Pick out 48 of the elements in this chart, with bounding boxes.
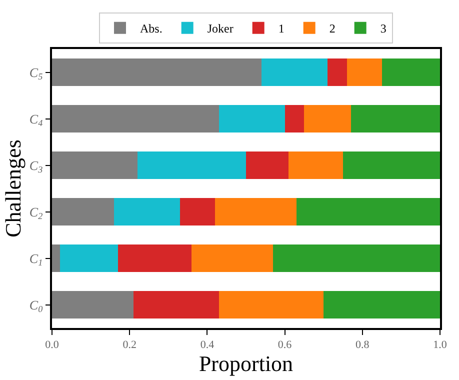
y-tick-label: C$_{4}$ — [29, 111, 44, 128]
bar — [192, 244, 274, 272]
legend-label: Joker — [207, 22, 234, 36]
bar — [60, 244, 118, 272]
bar — [218, 104, 285, 133]
bar — [52, 290, 134, 319]
bar — [246, 151, 289, 180]
y-tick-label: C$_{3}$ — [29, 158, 44, 175]
bar — [324, 290, 440, 319]
y-tick-label: C$_{0}$ — [29, 297, 44, 314]
bar — [346, 58, 382, 86]
bar — [114, 198, 180, 226]
bar — [382, 58, 440, 86]
bar — [288, 151, 343, 180]
text: 1.0 — [433, 338, 447, 351]
x-axis-title: Proportion — [198, 350, 294, 376]
x-tick-label: 0.4 — [200, 338, 215, 351]
legend-label: 1 — [278, 22, 284, 36]
x-tick-label: 0.8 — [356, 338, 370, 351]
y-axis-title: Challenges — [0, 140, 26, 238]
y-tick-label: C$_{5}$ — [29, 64, 44, 82]
bar — [214, 198, 296, 226]
x-tick-label: 0.6 — [278, 338, 292, 351]
bar — [284, 104, 304, 133]
legend-label: 3 — [380, 22, 386, 36]
bar — [118, 244, 192, 272]
y-tick-label: C$_{1}$ — [29, 250, 43, 268]
bar — [52, 104, 219, 133]
bar — [133, 290, 219, 319]
bar — [350, 104, 440, 133]
bar — [343, 151, 440, 180]
bar — [262, 58, 328, 86]
legend-label: 2 — [329, 22, 336, 36]
bar — [52, 198, 114, 226]
legend-label: Abs. — [140, 22, 162, 36]
bar — [137, 151, 246, 180]
bar — [180, 198, 215, 226]
y-tick-label: C$_{2}$ — [29, 204, 44, 222]
bar — [52, 151, 138, 180]
bar — [273, 244, 440, 272]
bar — [52, 244, 60, 272]
bar — [304, 104, 351, 133]
bar — [52, 58, 262, 86]
text: 0.0 — [45, 338, 59, 351]
bar — [218, 290, 324, 319]
bar — [296, 198, 440, 226]
bar — [327, 58, 347, 86]
x-tick-label: 0.2 — [122, 338, 136, 351]
